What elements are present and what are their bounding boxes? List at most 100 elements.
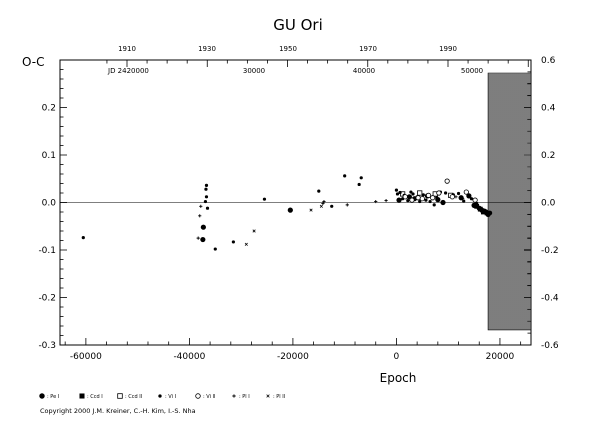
y-axis-ticks: -0.3 -0.2 -0.1 0.0 0.1 0.2 [38,59,67,351]
legend-symbol [117,393,123,399]
jd-labels: JD 2420000 30000 40000 50000 [107,67,483,75]
y-tick-label: -0.2 [38,294,56,304]
legend: : Pe I : Ccd I : Ccd II : Vi I : Vi II : Pl I… [39,393,285,400]
point-vi-i [330,204,334,208]
point-pl-ii [252,229,256,233]
point-vi-i [394,188,399,192]
copyright-text: Copyright 2000 J.M. Kreiner, C.-H. Kim, … [40,407,196,415]
right-y-tick-label: -0.2 [541,246,559,256]
year-label-1990: 1990 [439,45,457,53]
point-vi-i [421,193,425,197]
point-pl-i [198,214,202,218]
point-vi-i [343,174,347,178]
point-pl-ii [319,204,323,208]
point-pe-i [466,193,472,199]
y-tick-label: 0.1 [42,151,56,161]
legend-symbol [232,394,236,398]
point-pl-i [196,236,200,240]
year-label-1910: 1910 [118,45,136,53]
point-ccd-i [474,203,480,209]
point-vi-i [443,191,448,195]
legend-symbol [79,393,85,399]
legend-label: : Pl I [239,394,250,400]
point-pl-i [454,195,458,199]
x-tick-label: -20000 [277,352,309,362]
x-axis-ticks: -60000 -40000 -20000 0 20000 [64,338,522,362]
legend-label: : Pe I [47,394,59,400]
right-y-tick-label: -0.4 [541,294,559,304]
jd-label-30000: 30000 [243,67,265,75]
legend-label: : Vi I [165,394,176,400]
top-year-axis: 1910 1930 1950 1970 1990 [106,45,529,67]
point-vi-ii [415,195,421,201]
point-vi-i [398,190,402,195]
point-vi-i [418,199,422,204]
x-tick-label: -60000 [70,352,102,362]
point-pe-i [396,197,402,203]
legend-label: : Ccd II [125,394,142,400]
point-vi-i [262,197,267,201]
right-y-tick-label: 0.4 [541,104,556,114]
point-vi-i [428,199,432,204]
right-y-axis-ticks: -0.6 -0.4 -0.2 0.0 0.2 0.4 0.6 [524,56,559,351]
right-y-tick-label: 0.0 [541,199,556,209]
jd-prefix: JD 2420000 [107,67,149,75]
point-vi-i [395,192,400,196]
point-vi-i [204,195,209,199]
point-pl-i [199,204,203,208]
point-pl-i [374,199,378,204]
y-tick-label: 0.0 [42,199,57,209]
right-y-tick-label: -0.6 [541,341,559,351]
hatched-region [487,72,532,331]
legend-label: : Pl II [273,394,285,400]
jd-label-40000: 40000 [353,67,375,75]
point-vi-ii [444,178,450,184]
point-vi-i [81,236,85,240]
point-vi-i [406,199,410,203]
x-tick-label: 20000 [486,352,515,362]
legend-symbol [158,394,162,398]
point-vi-i [424,198,428,202]
y-tick-label: -0.3 [38,341,56,351]
point-ccd-i [477,206,483,212]
point-vi-i [432,203,436,207]
point-pl-i [322,199,326,204]
point-vi-i [357,182,361,187]
point-vi-i [204,183,209,187]
point-vi-i [409,190,413,194]
point-pl-ii [244,242,248,246]
y-tick-label: 0.2 [42,104,56,114]
point-vi-i [317,189,321,193]
point-vi-i [469,197,474,201]
point-vi-ii [425,192,432,198]
y-tick-label: -0.1 [38,246,56,256]
point-pe-i [440,199,446,206]
point-vi-i [231,240,235,244]
chart-title: GU Ori [273,16,323,34]
point-pl-i [384,199,388,203]
point-vi-ii [436,190,442,196]
legend-symbol [39,393,45,399]
point-vi-ii [449,194,455,200]
point-pe-i [287,207,293,213]
x-axis-label: Epoch [380,371,417,385]
point-vi-i [456,191,461,196]
point-vi-i [205,206,210,210]
point-pl-i [461,197,465,201]
point-vi-ii [402,194,408,200]
point-vi-i [359,176,363,180]
legend-label: : Ccd I [87,394,103,400]
point-ccd-i [484,210,490,216]
data-points [81,174,493,251]
point-pl-i [345,203,349,207]
point-vi-ii [463,189,469,195]
year-label-1930: 1930 [198,45,216,53]
point-vi-i [411,192,415,196]
legend-label: : Vi II [203,394,216,400]
point-ccd-ii [417,190,423,196]
year-label-1950: 1950 [279,45,297,53]
y-axis-label: O-C [22,55,45,69]
point-pl-ii [309,208,313,212]
right-y-tick-label: 0.2 [541,151,555,161]
